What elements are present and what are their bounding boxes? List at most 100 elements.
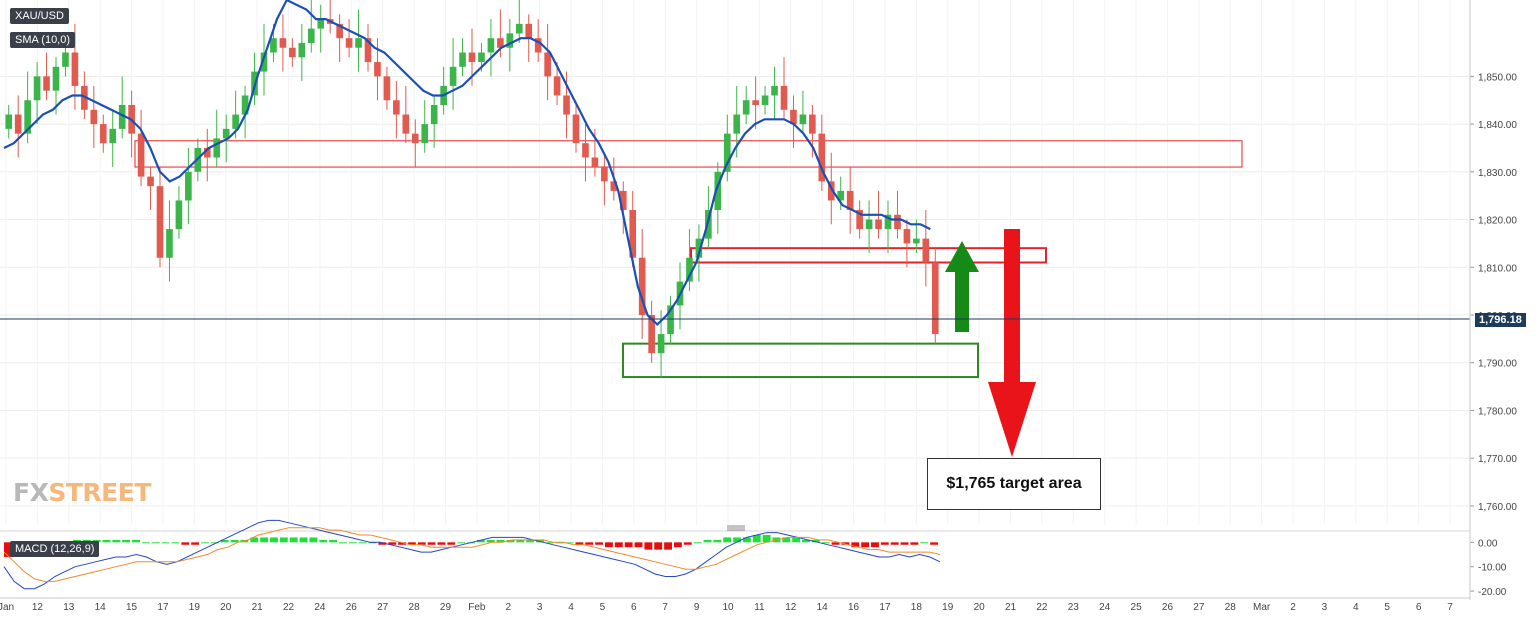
price-axis[interactable]: 1,850.00 1,840.00 1,830.00 1,820.00 1,810.00… — [1470, 72, 1517, 513]
candle-body — [203, 147, 211, 158]
x-tick-label: 24 — [314, 602, 326, 613]
candle-body — [468, 52, 476, 63]
macd-hist-bar — [151, 542, 160, 544]
x-tick-label: 11 — [754, 602, 765, 613]
macd-hist-bar — [506, 539, 515, 543]
candle-body — [109, 128, 117, 144]
x-tick-label: 26 — [346, 602, 358, 613]
sma-label: SMA (10,0) — [10, 32, 76, 48]
candle-body — [771, 85, 778, 96]
macd-hist-bar — [585, 542, 594, 545]
x-tick-label: 20 — [974, 602, 986, 613]
macd-hist-bar — [821, 542, 830, 544]
macd-hist-bar — [831, 542, 840, 545]
candle-body — [383, 76, 391, 101]
x-tick-label: 12 — [32, 602, 44, 613]
macd-hist-bar — [654, 542, 663, 550]
macd-hist-bar — [733, 537, 741, 543]
macd-hist-bar — [880, 542, 889, 545]
candle-body — [695, 238, 703, 258]
y-tick-label: 1,830.00 — [1478, 168, 1517, 179]
arrows — [945, 229, 1036, 457]
macd-hist-bar — [338, 542, 347, 544]
macd-hist-bar — [270, 537, 278, 543]
candle-body — [922, 238, 930, 263]
macd-hist-bar — [486, 539, 495, 543]
macd-hist-bar — [644, 542, 653, 550]
candle-body — [705, 210, 712, 239]
macd-hist-bar — [250, 537, 259, 543]
y-tick-label: 1,790.00 — [1478, 359, 1517, 370]
candle-body — [809, 114, 816, 134]
symbol-label: XAU/USD — [10, 8, 69, 24]
x-tick-label: 7 — [1447, 602, 1453, 613]
macd-hist-bar — [388, 542, 397, 545]
macd-hist-bar — [516, 539, 525, 543]
macd-hist-bar — [348, 542, 357, 544]
candle-body — [449, 66, 457, 86]
time-axis[interactable]: Jan 12 13 14 15 17 19 20 21 22 24 26 27 28 29 Feb 2 3 4 5 6 7… — [0, 597, 1470, 613]
x-tick-label: 17 — [879, 602, 891, 613]
macd-hist-bar — [634, 542, 643, 548]
candle-body — [761, 95, 769, 105]
macd-hist-bar — [457, 542, 466, 544]
macd-hist-bar — [220, 539, 229, 543]
candle-body — [913, 238, 920, 244]
candle-body — [790, 109, 797, 125]
macd-hist-bar — [742, 537, 751, 543]
x-tick-label: 26 — [1162, 602, 1174, 613]
macd-line — [3, 519, 941, 590]
candle-body — [856, 210, 863, 230]
macd-hist-bar — [723, 537, 732, 543]
candle-body — [478, 52, 485, 63]
macd-hist-bar — [871, 542, 879, 548]
macd-hist-bar — [181, 542, 190, 545]
macd-hist-bar — [683, 542, 692, 545]
candle-body — [865, 219, 873, 230]
resize-handle-icon[interactable] — [727, 525, 745, 531]
candle-body — [270, 38, 277, 53]
x-tick-label: 2 — [1290, 602, 1296, 613]
x-tick-label: 27 — [1193, 602, 1205, 613]
candle-body — [582, 143, 589, 158]
macd-hist-bar — [191, 542, 200, 545]
macd-hist-bar — [811, 539, 820, 543]
x-tick-label: 19 — [189, 602, 201, 613]
candle-body — [336, 23, 343, 39]
x-tick-label: 25 — [1131, 602, 1143, 613]
candle-body — [260, 52, 268, 72]
macd-hist-bar — [782, 537, 791, 543]
macd-hist-bar — [910, 542, 919, 545]
macd-hist-bar — [693, 542, 702, 544]
candle-body — [175, 200, 183, 230]
candle-body — [137, 133, 145, 177]
candle-body — [657, 334, 665, 354]
candle-body — [534, 38, 542, 53]
candle-body — [459, 52, 466, 67]
x-tick-label: 3 — [1322, 602, 1328, 613]
macd-hist-bar — [792, 537, 801, 543]
candle-body — [591, 157, 599, 168]
candle-body — [487, 38, 495, 53]
candle-body — [799, 114, 807, 125]
candle-body — [610, 181, 618, 191]
macd-hist-bar — [4, 542, 12, 557]
logo-fx: FX — [13, 478, 49, 507]
x-tick-label: 17 — [157, 602, 169, 613]
macd-hist-bar — [900, 542, 909, 545]
macd-hist-bar — [398, 542, 406, 545]
x-tick-label: 22 — [1036, 602, 1048, 613]
macd-hist-bar — [427, 542, 436, 545]
x-tick-label: 16 — [848, 602, 860, 613]
x-tick-label: 21 — [252, 602, 264, 613]
macd-hist-bar — [703, 539, 712, 543]
candle-body — [686, 257, 693, 282]
x-tick-label: 27 — [377, 602, 389, 613]
macd-pane: 0.00 -10.00 -20.00 — [3, 519, 1507, 598]
macd-hist-bar — [447, 542, 456, 545]
x-tick-label: 10 — [722, 602, 734, 613]
candle-body — [241, 95, 249, 115]
macd-hist-bar — [545, 542, 554, 544]
